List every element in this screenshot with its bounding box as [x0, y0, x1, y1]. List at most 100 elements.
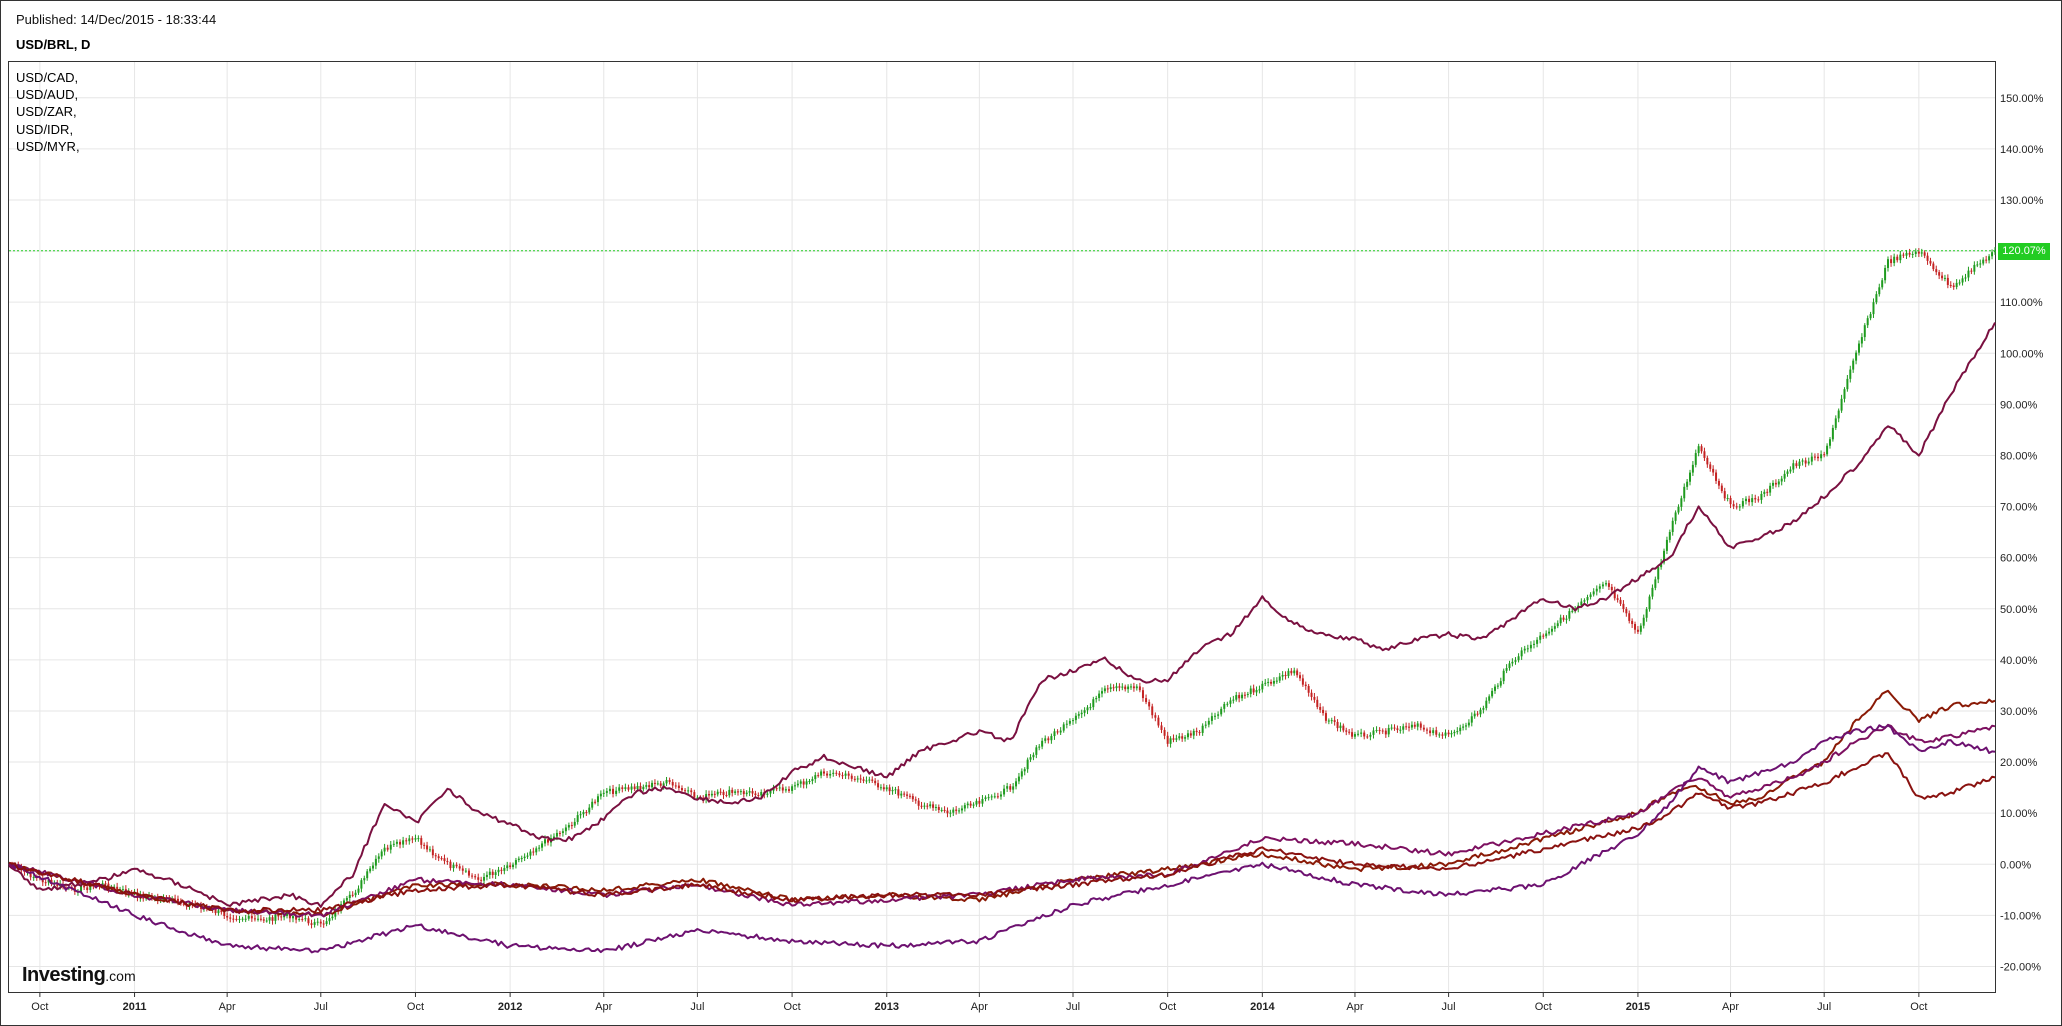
candle-body [1863, 325, 1866, 338]
candle-body [990, 796, 993, 798]
candle-body [1840, 398, 1843, 411]
candle-body [83, 885, 86, 888]
candle-body [1748, 498, 1751, 503]
candle-body [1795, 463, 1798, 467]
candle-body [975, 800, 978, 805]
candle-body [257, 918, 260, 920]
candle-body [1473, 713, 1476, 717]
legend-item-usd-zar[interactable]: USD/ZAR, [16, 104, 77, 120]
candle-body [1777, 481, 1780, 485]
candle-body [1238, 695, 1241, 699]
candle-body [835, 772, 838, 774]
y-tick-label: 70.00% [2000, 502, 2038, 514]
x-tick-label: 2015 [1626, 1001, 1650, 1013]
candle-body [1479, 709, 1482, 715]
candle-body [1846, 378, 1849, 390]
candle-body [1086, 707, 1089, 711]
candle-body [627, 787, 630, 790]
candle-body [1447, 732, 1450, 735]
candle-body [1121, 686, 1124, 688]
candle-body [1712, 468, 1715, 473]
candle-body [342, 900, 345, 905]
candle-body [1961, 278, 1964, 283]
candle-body [1943, 277, 1946, 279]
candle-body [1333, 720, 1336, 722]
candle-body [1511, 661, 1514, 664]
candle-body [1226, 703, 1229, 705]
x-tick-label: Oct [407, 1001, 424, 1013]
x-tick-label: Apr [1722, 1001, 1739, 1013]
candle-body [1598, 586, 1601, 589]
candle-body [1979, 263, 1982, 265]
candle-body [408, 838, 411, 842]
legend-item-usd-idr[interactable]: USD/IDR, [16, 121, 74, 137]
candle-body [871, 779, 874, 781]
candle-body [411, 838, 414, 840]
candle-body [811, 779, 814, 781]
candle-body [1476, 713, 1479, 715]
candle-body [1095, 697, 1098, 700]
candle-body [555, 832, 558, 837]
candle-body [1548, 631, 1551, 634]
candle-body [1677, 506, 1680, 513]
candle-body [1982, 259, 1985, 264]
candle-body [374, 858, 377, 866]
legend-item-usd-cad[interactable]: USD/CAD, [16, 70, 79, 85]
candle-body [1296, 670, 1299, 676]
candle-body [1886, 259, 1889, 268]
legend-item-usd-myr[interactable]: USD/MYR, [16, 138, 80, 154]
candle-body [1683, 486, 1686, 499]
candle-body [1148, 702, 1151, 707]
candle-body [874, 780, 877, 784]
candle-body [345, 897, 348, 901]
candle-body [751, 791, 754, 794]
candle-body [494, 872, 497, 876]
candle-body [250, 916, 253, 919]
candle-body [1955, 282, 1958, 288]
candle-body [570, 825, 573, 827]
candle-body [1491, 690, 1494, 697]
candle-body [428, 849, 431, 851]
candle-body [1336, 721, 1339, 729]
candle-body [754, 793, 757, 796]
candle-body [244, 918, 247, 920]
candle-body [1917, 251, 1920, 254]
y-tick-label: 110.00% [2000, 297, 2043, 309]
candle-body [826, 773, 829, 776]
candle-body [471, 875, 474, 877]
candle-body [1586, 597, 1589, 601]
candle-body [1565, 618, 1568, 620]
candle-body [943, 809, 946, 811]
y-tick-label: 130.00% [2000, 195, 2044, 207]
candle-body [624, 787, 627, 789]
candle-body [1092, 699, 1095, 708]
candle-body [1636, 629, 1639, 632]
candle-body [328, 918, 331, 922]
candle-body [1462, 726, 1465, 728]
candle-body [1860, 337, 1863, 344]
last-value-tag: 120.07% [1998, 242, 2050, 260]
legend-item-usd-aud[interactable]: USD/AUD, [16, 87, 79, 103]
candle-body [1804, 460, 1807, 464]
candle-body [596, 796, 599, 803]
candle-body [440, 858, 443, 860]
candle-body [1003, 788, 1006, 795]
candle-body [1837, 410, 1840, 419]
candle-body [1488, 696, 1491, 701]
candle-body [1926, 255, 1929, 261]
candle-body [757, 795, 760, 797]
candle-body [1744, 498, 1747, 502]
candle-body [116, 886, 119, 890]
candle-body [1826, 445, 1829, 455]
candle-body [1852, 360, 1855, 370]
candle-body [1175, 738, 1178, 740]
candle-body [868, 779, 871, 781]
candle-body [960, 808, 963, 811]
candle-body [1154, 715, 1157, 718]
candle-body [1387, 728, 1390, 735]
candle-body [605, 791, 608, 793]
candle-body [1556, 623, 1559, 627]
candle-body [1357, 733, 1360, 735]
candle-body [304, 918, 307, 920]
candle-body [588, 807, 591, 813]
